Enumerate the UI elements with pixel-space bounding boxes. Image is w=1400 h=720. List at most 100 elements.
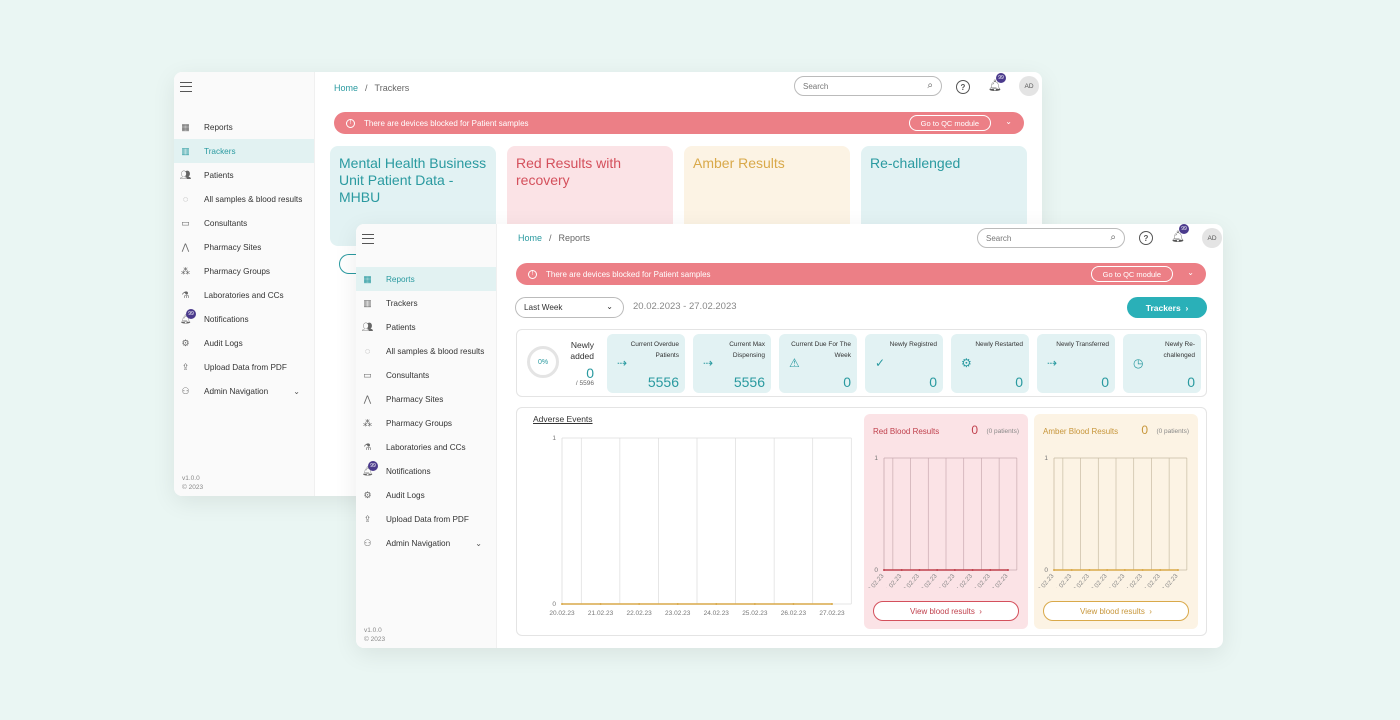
go-to-qc-button[interactable]: Go to QC module bbox=[1090, 266, 1173, 282]
x-tick-label: 20.02.23 bbox=[549, 610, 575, 617]
sidebar-item-admin-navigation[interactable]: ⚇ Admin Navigation ⌄ bbox=[356, 531, 496, 555]
sidebar-item-upload-data-from-pdf[interactable]: ⇪ Upload Data from PDF bbox=[356, 507, 496, 531]
sidebar-item-patients[interactable]: 👥︎ Patients bbox=[174, 163, 314, 187]
sidebar-item-all-samples-blood-results[interactable]: ◌ All samples & blood results bbox=[356, 339, 496, 363]
patients-icon: 👥︎ bbox=[361, 321, 374, 332]
sidebar-item-audit-logs[interactable]: ⚙︎ Audit Logs bbox=[356, 483, 496, 507]
sidebar-item-label: Consultants bbox=[386, 370, 430, 380]
sidebar-item-consultants[interactable]: ▭ Consultants bbox=[174, 211, 314, 235]
go-to-qc-button[interactable]: Go to QC module bbox=[908, 115, 991, 131]
stat-card[interactable]: ⇢ Current Overdue Patients 5556 bbox=[607, 334, 685, 393]
stat-value: 5556 bbox=[647, 374, 679, 390]
breadcrumb-current: Trackers bbox=[374, 83, 410, 93]
menu-icon[interactable] bbox=[362, 234, 374, 244]
card-button-partial[interactable] bbox=[339, 254, 369, 274]
sidebar-item-patients[interactable]: 👥︎ Patients bbox=[356, 315, 496, 339]
x-tick-label: 23.02.23 bbox=[918, 572, 939, 588]
alert-icon: ! bbox=[528, 269, 537, 279]
breadcrumb-home[interactable]: Home bbox=[334, 83, 359, 93]
y-tick-label: 0 bbox=[1044, 567, 1048, 574]
sidebar-item-reports[interactable]: ▦ Reports bbox=[174, 115, 314, 139]
stat-card[interactable]: ⇢ Current Max Dispensing 5556 bbox=[693, 334, 771, 393]
sidebar-item-trackers[interactable]: ▥ Trackers bbox=[356, 291, 496, 315]
menu-icon[interactable] bbox=[180, 82, 192, 92]
sidebar-item-laboratories-and-ccs[interactable]: ⚗︎ Laboratories and CCs bbox=[174, 283, 314, 307]
button-label: View blood results bbox=[1080, 606, 1145, 616]
help-icon[interactable]: ? bbox=[956, 80, 970, 94]
date-range: 20.02.2023 - 27.02.2023 bbox=[633, 301, 737, 312]
grid-icon: ▦ bbox=[363, 273, 372, 284]
bell-icon[interactable]: 🔔︎ 99 bbox=[1171, 224, 1189, 243]
y-tick-label: 1 bbox=[874, 455, 878, 462]
help-icon[interactable]: ? bbox=[1139, 231, 1153, 245]
data-point bbox=[1106, 569, 1109, 571]
amber-blood-chart: 0 1 20.02.2321.02.2322.02.2323.02.2324.02.… bbox=[1038, 455, 1188, 588]
drop-icon: ◌ bbox=[364, 346, 371, 356]
search-icon[interactable]: ⌕ bbox=[1110, 232, 1116, 243]
data-point bbox=[900, 569, 903, 571]
view-amber-blood-results-button[interactable]: View blood results › bbox=[1043, 601, 1189, 621]
sidebar-item-upload-data-from-pdf[interactable]: ⇪ Upload Data from PDF bbox=[174, 355, 314, 379]
sidebar-item-pharmacy-groups[interactable]: ⁂ Pharmacy Groups bbox=[356, 411, 496, 435]
sidebar-item-laboratories-and-ccs[interactable]: ⚗︎ Laboratories and CCs bbox=[356, 435, 496, 459]
x-tick-label: 26.02.23 bbox=[971, 572, 992, 588]
newly-added-label: Newly added bbox=[570, 340, 594, 361]
stat-card[interactable]: ✓ Newly Registred 0 bbox=[865, 334, 943, 393]
sidebar-item-audit-logs[interactable]: ⚙︎ Audit Logs bbox=[174, 331, 314, 355]
version-text: v1.0.0 bbox=[182, 475, 200, 482]
adverse-events-title[interactable]: Adverse Events bbox=[533, 414, 593, 424]
y-tick-label: 0 bbox=[552, 601, 556, 608]
newly-added-progress-ring: 0% bbox=[527, 346, 559, 378]
sidebar-item-admin-navigation[interactable]: ⚇ Admin Navigation ⌄ bbox=[174, 379, 314, 403]
sidebar-item-pharmacy-groups[interactable]: ⁂ Pharmacy Groups bbox=[174, 259, 314, 283]
trackers-button[interactable]: Trackers › bbox=[1127, 297, 1207, 318]
sidebar-item-trackers[interactable]: ▥ Trackers bbox=[174, 139, 314, 163]
sidebar-item-notifications[interactable]: 🔔︎ 99 Notifications bbox=[174, 307, 314, 331]
chevron-right-icon: › bbox=[1185, 302, 1189, 313]
notification-badge: 99 bbox=[368, 460, 378, 471]
x-tick-label: 26.02.23 bbox=[781, 610, 807, 617]
x-tick-label: 21.02.23 bbox=[588, 610, 614, 617]
gear-icon: ⚙︎ bbox=[363, 489, 372, 500]
sidebar-item-consultants[interactable]: ▭ Consultants bbox=[356, 363, 496, 387]
sidebar-nav: ▦ Reports ▥ Trackers 👥︎ Patients ◌ All samples … bbox=[356, 267, 496, 555]
sidebar-item-reports[interactable]: ▦ Reports bbox=[356, 267, 496, 291]
bell-badge: 99 bbox=[996, 73, 1006, 83]
search-input[interactable]: Search ⌕ bbox=[977, 228, 1125, 248]
period-select[interactable]: Last Week ⌄ bbox=[515, 297, 624, 318]
sidebar-item-all-samples-blood-results[interactable]: ◌ All samples & blood results bbox=[174, 187, 314, 211]
gear-icon: ⚙︎ bbox=[181, 337, 190, 348]
breadcrumb-home[interactable]: Home bbox=[518, 233, 543, 243]
view-red-blood-results-button[interactable]: View blood results › bbox=[873, 601, 1019, 621]
sidebar-nav: ▦ Reports ▥ Trackers 👥︎ Patients ◌ All samples … bbox=[174, 115, 314, 403]
sidebar-item-pharmacy-sites[interactable]: ⋀ Pharmacy Sites bbox=[174, 235, 314, 259]
search-input[interactable]: Search ⌕ bbox=[794, 76, 942, 96]
chevron-down-icon[interactable]: ⌄ bbox=[1005, 117, 1012, 126]
stat-card[interactable]: ⇢ Newly Transferred 0 bbox=[1037, 334, 1115, 393]
chevron-right-icon: › bbox=[979, 606, 982, 616]
bell-icon[interactable]: 🔔︎ 99 bbox=[988, 73, 1006, 92]
avatar[interactable]: AD bbox=[1019, 76, 1039, 96]
sidebar-item-notifications[interactable]: 🔔︎ 99 Notifications bbox=[356, 459, 496, 483]
consultants-icon: ▭ bbox=[363, 369, 372, 380]
breadcrumb: Home / Reports bbox=[518, 233, 590, 243]
avatar[interactable]: AD bbox=[1202, 228, 1222, 248]
stat-label: Newly Restarted bbox=[975, 341, 1023, 348]
alert-banner: ! There are devices blocked for Patient … bbox=[516, 263, 1206, 285]
stat-card[interactable]: ⚙︎ Newly Restarted 0 bbox=[951, 334, 1029, 393]
sidebar-item-label: Laboratories and CCs bbox=[386, 442, 466, 452]
tracker-icon: ▥ bbox=[363, 297, 372, 308]
red-blood-title: Red Blood Results bbox=[873, 427, 940, 436]
stat-card[interactable]: ◷ Newly Re-challenged 0 bbox=[1123, 334, 1201, 393]
x-tick-label: 27.02.23 bbox=[1158, 572, 1179, 588]
x-tick-label: 21.02.23 bbox=[1052, 572, 1073, 588]
stat-card[interactable]: ⚠︎ Current Due For The Week 0 bbox=[779, 334, 857, 393]
x-tick-label: 25.02.23 bbox=[742, 610, 768, 617]
period-select-value: Last Week bbox=[524, 303, 563, 312]
search-icon[interactable]: ⌕ bbox=[927, 80, 933, 91]
alert-icon: ! bbox=[346, 118, 355, 128]
sidebar-item-pharmacy-sites[interactable]: ⋀ Pharmacy Sites bbox=[356, 387, 496, 411]
chevron-down-icon[interactable]: ⌄ bbox=[1187, 268, 1194, 277]
bell-icon: 🔔︎ 99 bbox=[180, 308, 196, 325]
data-point bbox=[676, 603, 679, 605]
